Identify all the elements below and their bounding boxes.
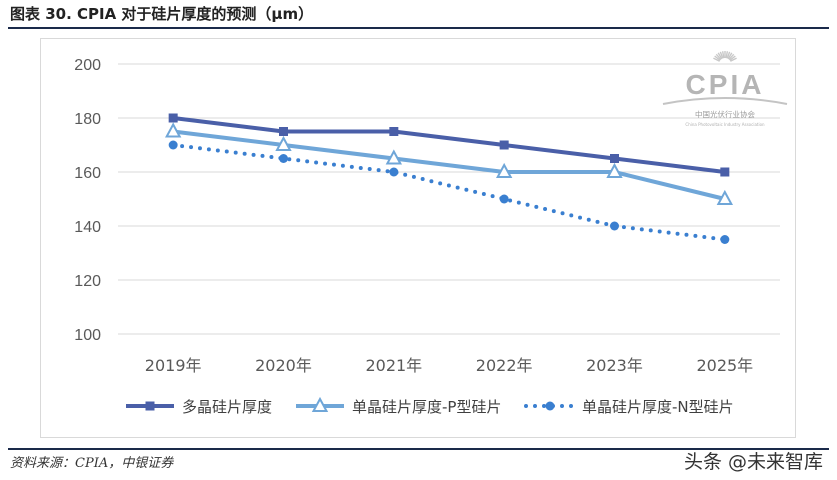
y-tick-label: 200	[74, 57, 101, 74]
y-tick-label: 120	[74, 273, 101, 290]
logo-swoosh	[662, 97, 788, 105]
legend-label: 多晶硅片厚度	[182, 398, 272, 416]
series-line	[171, 143, 727, 242]
legend-label: 单晶硅片厚度-N型硅片	[582, 398, 734, 416]
data-point	[499, 194, 509, 204]
bottom-rule	[8, 448, 829, 450]
legend: 多晶硅片厚度 单晶硅片厚度-P型硅片 单晶硅片厚度-N型硅片	[126, 396, 734, 416]
data-point	[389, 127, 399, 136]
logo-ray	[719, 51, 724, 59]
watermark: 头条 @未来智库	[683, 451, 823, 473]
data-point	[279, 127, 288, 136]
x-tick-label: 2021年	[365, 356, 422, 375]
legend-label: 单晶硅片厚度-P型硅片	[352, 398, 501, 416]
series-3	[168, 140, 730, 244]
data-point	[610, 154, 619, 163]
data-point	[389, 167, 399, 177]
x-tick-label: 2022年	[476, 356, 533, 375]
data-point	[385, 149, 403, 165]
source-note: 资料来源：CPIA，中银证券	[10, 456, 174, 471]
series-line	[172, 116, 726, 174]
series-line	[172, 129, 726, 201]
data-point	[720, 167, 730, 177]
logo-ray	[726, 51, 731, 59]
legend-swatch-marker	[311, 396, 329, 412]
logo-main-text: CPIA	[686, 69, 765, 100]
legend-swatch-marker	[145, 401, 155, 411]
data-point	[716, 189, 734, 205]
x-tick-label: 2019年	[145, 356, 202, 375]
data-point	[606, 162, 623, 178]
logo-ray	[713, 57, 720, 62]
data-point	[275, 135, 292, 151]
legend-swatch-marker	[545, 401, 555, 411]
logo-sub-text: 中国光伏行业协会	[695, 109, 755, 119]
cpia-logo: CPIA 中国光伏行业协会 China Photovoltaic Industr…	[662, 51, 788, 127]
y-tick-label: 100	[74, 327, 101, 344]
data-point	[610, 221, 619, 231]
logo-sub-en-text: China Photovoltaic Industry Association	[685, 122, 765, 127]
logo-ray	[715, 53, 722, 61]
x-tick-label: 2020年	[255, 356, 312, 375]
logo-ray	[728, 53, 735, 61]
logo-ray	[729, 55, 736, 61]
logo-sun-rays	[713, 51, 737, 62]
data-point	[495, 162, 513, 178]
y-tick-label: 140	[74, 219, 101, 236]
series-layer	[164, 113, 734, 244]
data-point	[279, 154, 288, 163]
y-tick-label: 160	[74, 165, 101, 182]
data-point	[164, 122, 182, 138]
legend-item: 单晶硅片厚度-N型硅片	[524, 398, 734, 416]
x-tick-labels: 2019年 2020年 2021年 2022年 2023年 2025年	[145, 356, 753, 375]
data-point	[168, 113, 178, 123]
logo-ray	[717, 52, 723, 60]
figure-title: 图表 30. CPIA 对于硅片厚度的预测（μm）	[10, 5, 314, 23]
y-tick-labels: 100 120 140 160 180 200	[74, 57, 101, 344]
data-point	[720, 235, 730, 244]
x-tick-label: 2025年	[696, 356, 753, 375]
logo-ray	[730, 57, 737, 62]
chart-frame	[40, 38, 796, 438]
data-point	[499, 140, 509, 150]
logo-ray	[725, 51, 729, 59]
x-tick-label: 2023年	[586, 356, 643, 375]
logo-ray	[727, 52, 733, 60]
y-tick-label: 180	[74, 111, 101, 128]
data-point	[168, 140, 178, 150]
legend-item: 单晶硅片厚度-P型硅片	[296, 396, 501, 416]
logo-ray	[714, 55, 721, 61]
top-rule	[8, 27, 829, 29]
grid-layer	[118, 63, 780, 335]
legend-item: 多晶硅片厚度	[126, 398, 272, 416]
series-1	[168, 113, 730, 177]
series-2	[164, 122, 734, 205]
logo-ray	[721, 51, 725, 59]
